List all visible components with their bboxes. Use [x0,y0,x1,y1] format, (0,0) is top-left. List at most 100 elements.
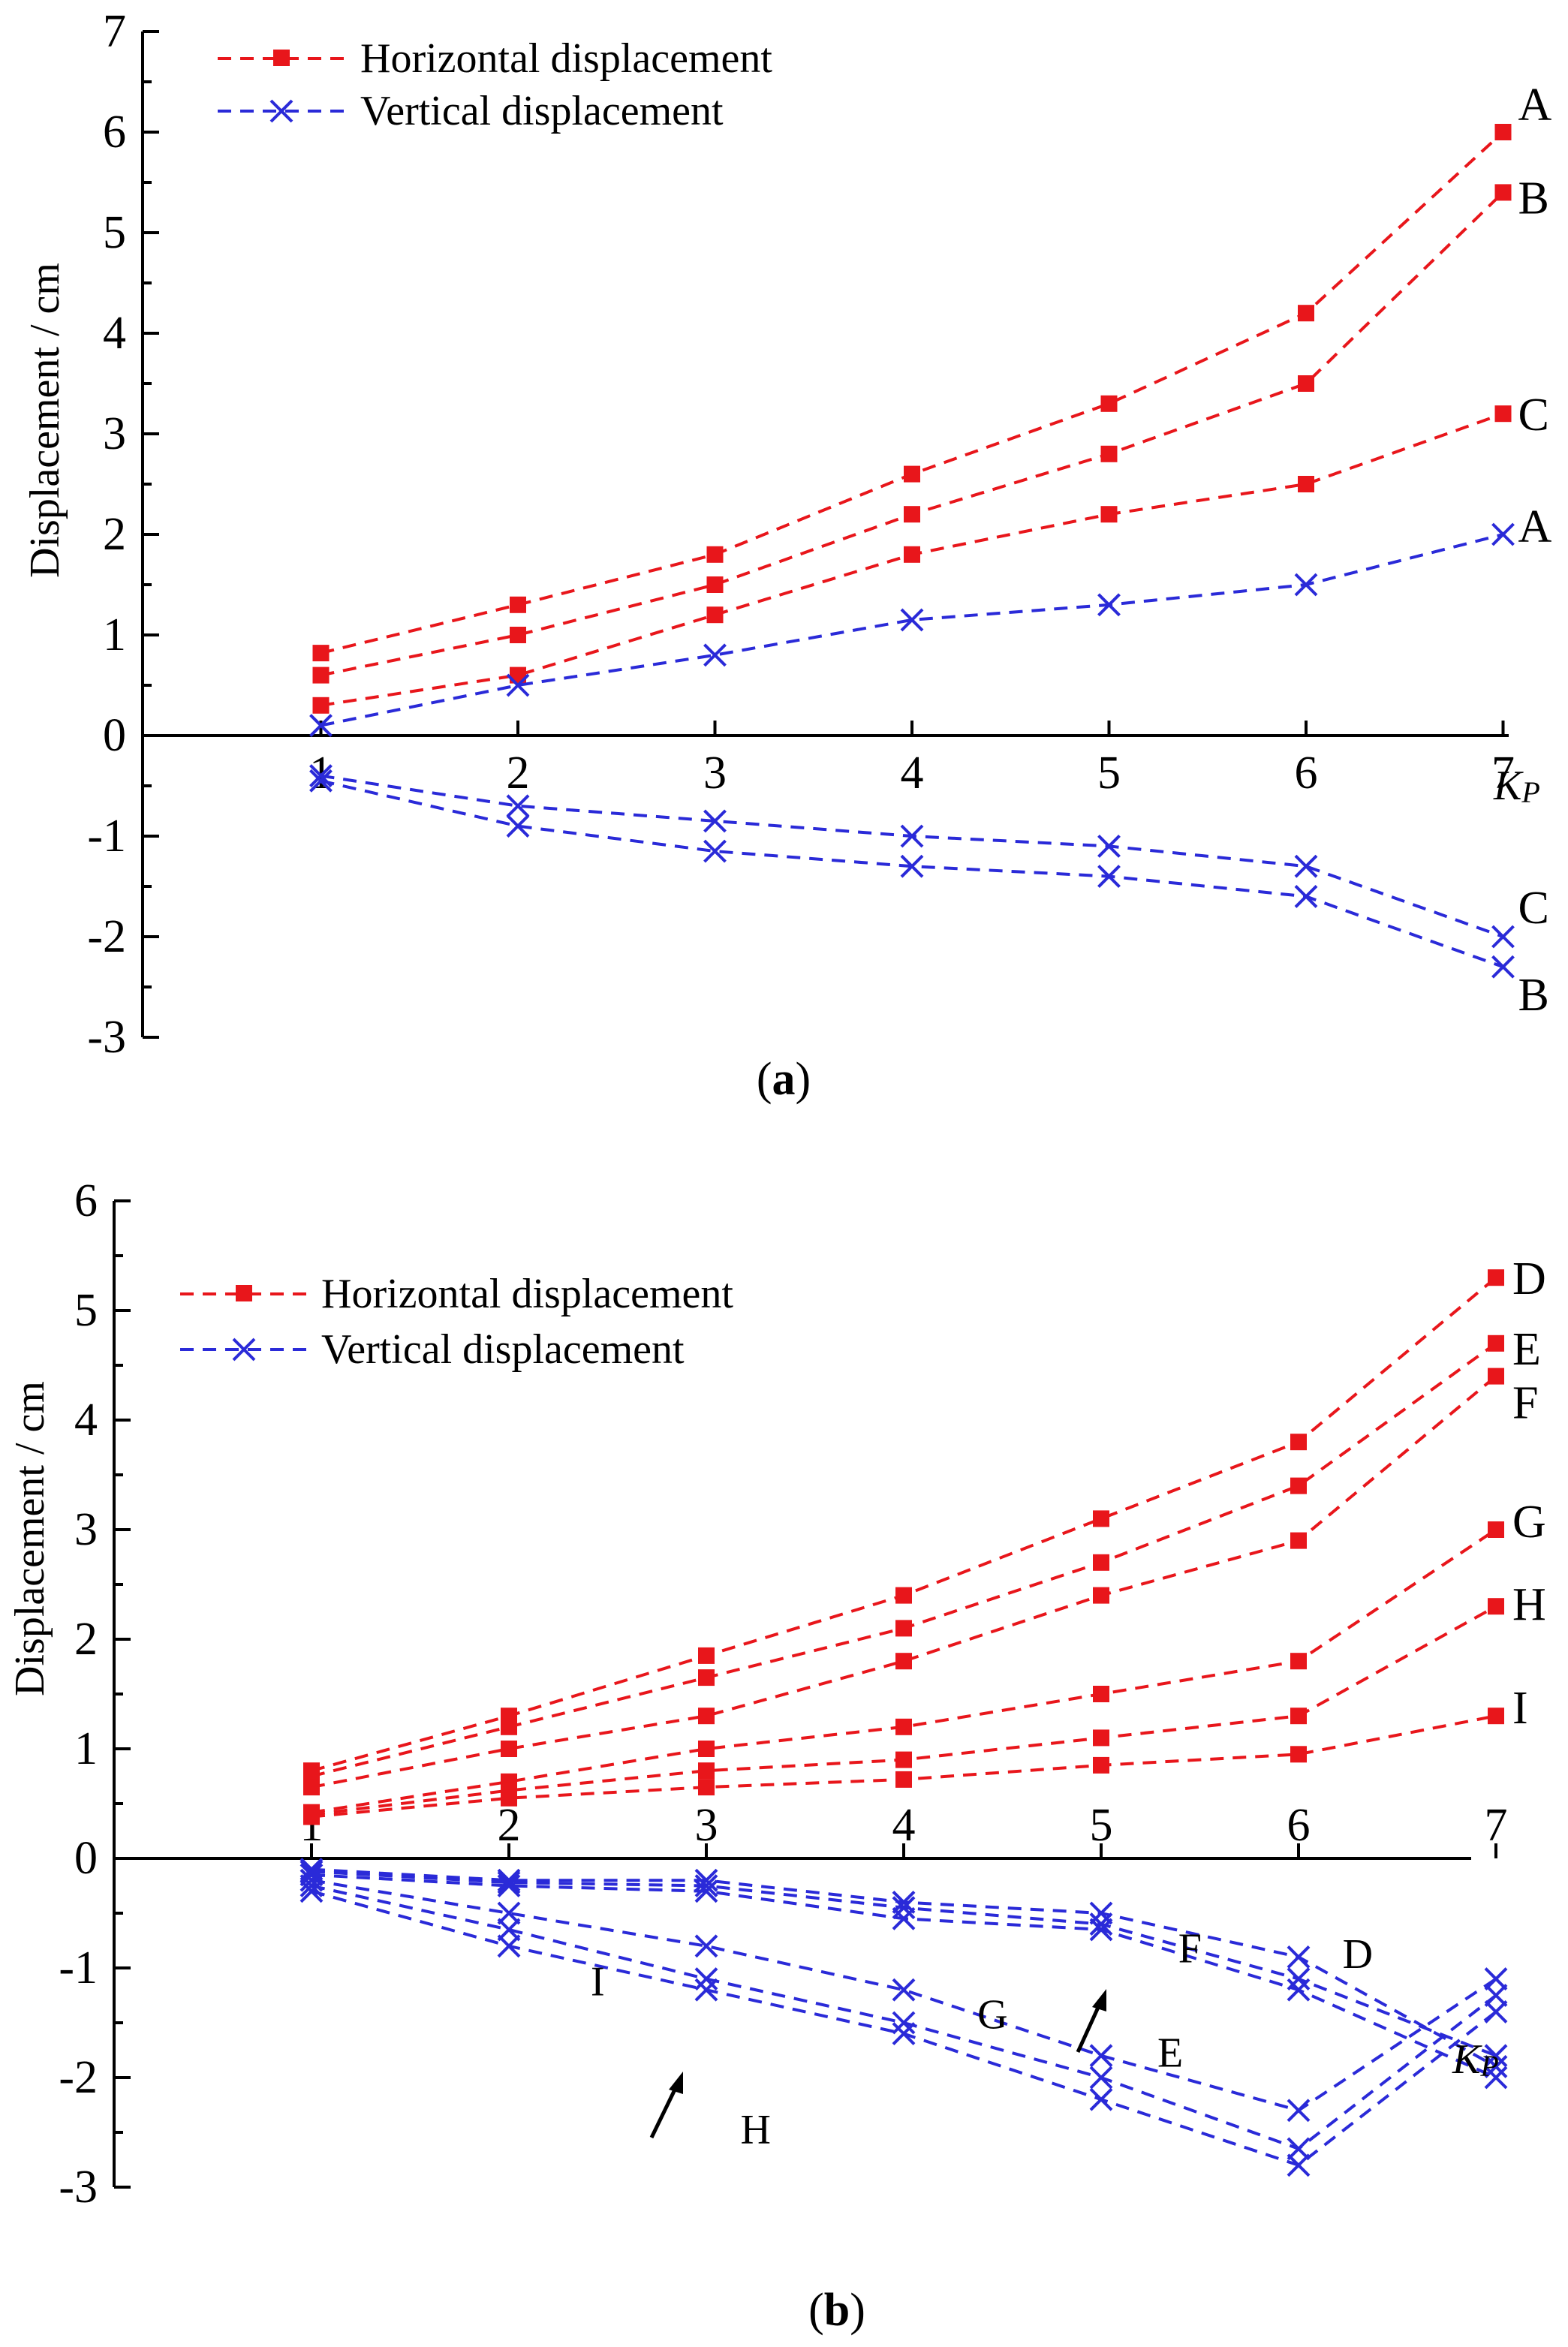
x-tick-label: 5 [1097,748,1121,799]
panel-caption: (b) [808,2285,865,2336]
panel-caption-letter: b [824,2285,850,2336]
x-axis-title: KP [1493,763,1540,809]
x-tick-label: 2 [498,1800,521,1851]
series-annotation-label: E [1157,2030,1183,2076]
x-tick-label: 4 [892,1800,916,1851]
series-end-label: C [1518,883,1549,934]
series-end-label: A [1518,80,1552,131]
x-tick-label: 3 [703,748,727,799]
data-point-vertical [1294,854,1318,878]
series-line-vertical-D [311,1867,1497,2069]
data-point-vertical [1287,2137,1311,2161]
series-end-label: H [1512,1579,1546,1630]
legend-vertical-label: Vertical displacement [321,1326,685,1373]
series-annotation-label: G [977,1991,1007,2038]
y-axis-ticks: 6 5 4 3 2 1 0 -1 -2 -3 [59,1175,131,2213]
series-annotation-label: I [591,1959,605,2005]
y-tick-label: 5 [74,1285,98,1336]
legend-vertical-marker [269,99,293,123]
data-point-vertical [1484,2066,1508,2090]
data-point-horizontal [1488,1368,1504,1385]
panel-caption-letter: a [772,1054,796,1105]
y-tick-label: 0 [103,710,126,761]
series-end-label: I [1512,1683,1528,1734]
data-point-vertical [299,1879,324,1903]
data-point-horizontal [895,1771,912,1788]
x-tick-label: 3 [695,1800,718,1851]
series-line-horizontal-B [321,191,1504,677]
y-tick-label: 3 [103,408,126,459]
data-point-horizontal [303,1808,320,1825]
series-end-label: A [1518,501,1552,552]
data-point-vertical [694,1879,718,1903]
data-point-vertical [497,1901,521,1925]
data-point-horizontal [1100,395,1118,412]
data-point-horizontal [1290,1746,1307,1763]
y-tick-label: 3 [74,1504,98,1555]
y-tick-label: 2 [103,509,126,560]
data-point-vertical [694,1967,718,1991]
legend-horizontal-label: Horizontal displacement [321,1271,733,1317]
y-tick-label: -3 [87,1012,126,1063]
data-point-vertical [1287,2099,1311,2123]
panel-caption: (a) [757,1054,811,1105]
data-point-horizontal [1290,1434,1307,1451]
data-point-horizontal [1290,1532,1307,1549]
data-point-horizontal [501,1718,517,1735]
data-point-horizontal [1093,1756,1109,1774]
series-line-vertical-C [321,774,1504,938]
axes [113,1201,1471,2187]
x-axis-title-main: K [1493,763,1524,809]
y-tick-label: 4 [103,308,126,359]
data-point-horizontal [698,1779,715,1796]
series-line-vertical-A [321,533,1503,727]
data-point-horizontal [1093,1587,1109,1604]
y-axis-title: Displacement / cm [7,1381,53,1696]
data-point-horizontal [698,1647,715,1664]
legend: Horizontal displacement Vertical displac… [180,1271,733,1373]
data-point-vertical [1089,2066,1113,2090]
data-point-horizontal [1298,305,1314,322]
x-tick-label: 2 [507,748,530,799]
data-point-horizontal [312,697,330,714]
data-point-vertical [309,769,333,793]
data-point-horizontal [904,506,920,523]
data-point-horizontal [1488,1708,1504,1725]
data-point-vertical [506,794,530,818]
series-end-label: G [1512,1497,1546,1548]
data-point-horizontal [510,596,526,613]
data-point-vertical [703,839,727,863]
axes [141,32,1509,1037]
y-tick-label: 4 [74,1395,98,1446]
y-tick-label: 1 [74,1723,98,1774]
data-point-vertical [1484,2044,1508,2068]
data-point-vertical [1089,1918,1113,1942]
data-point-horizontal [895,1587,912,1604]
data-point-vertical [1287,1945,1311,1969]
data-point-horizontal [501,1789,517,1807]
series-line-vertical-I [311,1889,1497,2168]
y-axis-title: Displacement / cm [22,263,68,578]
data-point-vertical [892,1890,916,1914]
data-point-horizontal [706,546,724,563]
data-point-vertical [1294,573,1318,597]
data-point-horizontal [1488,1269,1504,1286]
data-point-horizontal [1093,1510,1109,1527]
series-end-label: B [1518,970,1549,1021]
y-tick-label: 5 [103,207,126,258]
data-point-horizontal [698,1741,715,1757]
panel-a: Displacement / cm 7 6 5 4 3 2 1 0 -1 -2 -3 1 2 3 4 5 6 7… [22,6,1552,1105]
data-point-horizontal [312,666,330,684]
data-point-vertical [506,673,530,697]
data-point-horizontal [698,1669,715,1687]
y-tick-label: -2 [87,911,126,962]
data-point-vertical [1287,2153,1311,2177]
data-point-horizontal [706,576,724,593]
series-end-label: F [1512,1378,1538,1429]
data-point-horizontal [1298,375,1314,392]
legend-horizontal-marker [273,50,290,66]
data-point-horizontal [904,546,920,563]
data-point-horizontal [895,1653,912,1670]
series-line-horizontal-A [321,131,1504,655]
